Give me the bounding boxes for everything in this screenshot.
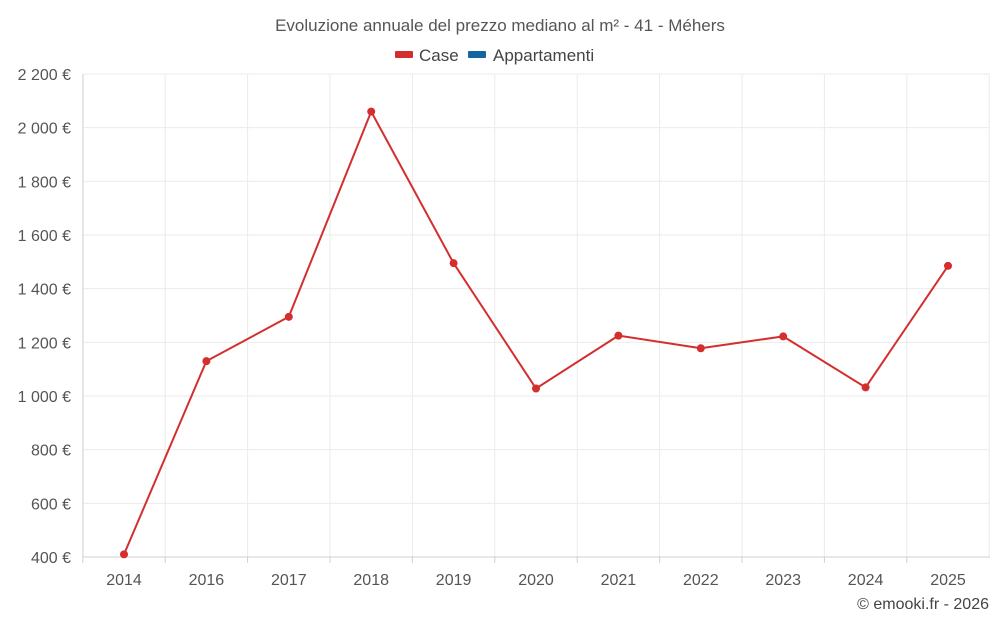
x-tick-label: 2014 <box>106 572 142 589</box>
x-tick-label: 2019 <box>436 572 472 589</box>
data-point[interactable] <box>861 383 870 392</box>
y-tick-label: 1 200 € <box>18 335 71 352</box>
legend-swatch-case <box>395 51 413 58</box>
series-group <box>120 107 952 559</box>
grid <box>82 73 990 557</box>
x-tick-label: 2023 <box>765 572 801 589</box>
data-point[interactable] <box>120 550 128 559</box>
x-tick-label: 2025 <box>930 572 966 589</box>
data-point[interactable] <box>944 261 952 270</box>
credit-text: © emooki.fr - 2026 <box>857 596 989 613</box>
y-tick-label: 400 € <box>31 550 71 567</box>
x-tick-label: 2024 <box>848 572 884 589</box>
legend: Case Appartamenti <box>395 46 594 65</box>
data-point[interactable] <box>532 384 540 393</box>
legend-swatch-appartamenti <box>468 51 486 58</box>
y-tick-label: 2 000 € <box>18 121 71 138</box>
legend-item-case[interactable]: Case <box>395 46 459 65</box>
data-point[interactable] <box>696 344 705 353</box>
data-point[interactable] <box>779 332 788 341</box>
x-tick-label: 2018 <box>353 572 389 589</box>
y-tick-label: 600 € <box>31 496 71 513</box>
x-tick-label: 2016 <box>189 572 225 589</box>
x-tick-label: 2022 <box>683 572 719 589</box>
data-point[interactable] <box>367 107 376 116</box>
data-point[interactable] <box>202 357 211 366</box>
y-tick-label: 2 200 € <box>18 67 71 84</box>
x-axis: 2014 2016 2017 2018 2019 2020 2021 2022 2023 2024… <box>82 556 990 589</box>
chart-title: Evoluzione annuale del prezzo mediano al… <box>275 16 725 35</box>
x-tick-label: 2021 <box>601 572 637 589</box>
y-tick-label: 1 400 € <box>18 282 71 299</box>
x-tick-label: 2017 <box>271 572 307 589</box>
data-point[interactable] <box>614 331 623 340</box>
x-tick-label: 2020 <box>518 572 554 589</box>
legend-item-appartamenti[interactable]: Appartamenti <box>468 46 594 65</box>
data-point[interactable] <box>284 312 293 321</box>
legend-label-appartamenti: Appartamenti <box>493 46 594 65</box>
y-axis: 400 € 600 € 800 € 1 000 € 1 200 € 1 400 € 1 60… <box>18 67 84 567</box>
legend-label-case: Case <box>419 46 459 65</box>
y-tick-label: 1 600 € <box>18 228 71 245</box>
y-tick-label: 800 € <box>31 443 71 460</box>
data-point[interactable] <box>449 259 458 268</box>
y-tick-label: 1 000 € <box>18 389 71 406</box>
y-tick-label: 1 800 € <box>18 174 71 191</box>
